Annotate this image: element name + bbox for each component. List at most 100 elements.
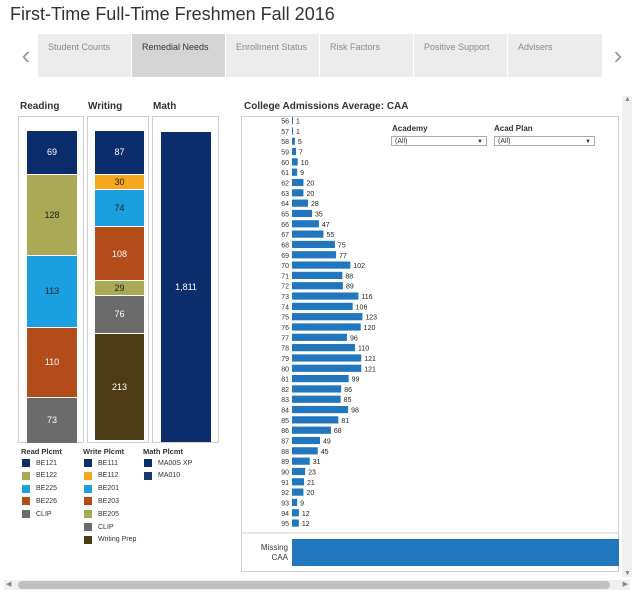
bar-value-label: 10 <box>301 160 309 167</box>
caa-bar[interactable] <box>292 416 339 424</box>
math-legend-title: Math Plcmt <box>143 447 184 456</box>
write-legend-item[interactable]: BE203 <box>84 497 119 506</box>
reading-title: Reading <box>20 101 60 112</box>
vertical-scrollbar[interactable]: ▲ ▼ <box>622 96 632 577</box>
caa-bar[interactable] <box>292 457 310 465</box>
caa-bar[interactable] <box>292 467 306 476</box>
prev-tab-button[interactable]: ‹ <box>21 40 31 70</box>
scroll-left-icon[interactable]: ◀ <box>6 581 12 588</box>
caa-bar[interactable] <box>292 509 299 517</box>
acad-plan-filter-select[interactable]: (All) ▼ <box>494 136 595 146</box>
read-legend-item[interactable]: BE225 <box>22 484 57 493</box>
tab-advisers[interactable]: Advisers <box>508 34 604 77</box>
y-tick-label: 74 <box>281 304 289 311</box>
caa-bar[interactable] <box>292 199 309 207</box>
scroll-down-icon[interactable]: ▼ <box>624 570 631 577</box>
caa-bar[interactable] <box>292 147 297 156</box>
tab-risk-factors[interactable]: Risk Factors <box>320 34 415 77</box>
legend-swatch <box>84 459 92 467</box>
legend-label: BE121 <box>36 459 58 467</box>
tab-remedial-needs[interactable]: Remedial Needs <box>132 34 227 77</box>
academy-filter-select[interactable]: (All) ▼ <box>391 136 487 146</box>
caa-bar[interactable] <box>292 436 321 445</box>
writing-segment[interactable]: 87 <box>95 131 144 174</box>
y-tick-label: 75 <box>281 315 289 322</box>
reading-segment[interactable]: 113 <box>27 256 77 327</box>
bar-value-label: 110 <box>358 346 369 353</box>
caa-bar[interactable] <box>292 292 359 300</box>
write-legend-item[interactable]: BE201 <box>84 484 119 493</box>
caa-bar[interactable] <box>292 375 349 383</box>
caa-bar[interactable] <box>292 426 331 434</box>
write-legend-item[interactable]: BE205 <box>84 510 119 519</box>
reading-segment[interactable]: 128 <box>27 174 77 256</box>
caa-bar[interactable] <box>292 117 293 125</box>
caa-bar[interactable] <box>292 271 343 279</box>
math-legend-item[interactable]: MA010 <box>144 471 180 480</box>
writing-segment[interactable]: 74 <box>95 189 144 226</box>
writing-segment[interactable]: 108 <box>95 226 144 281</box>
horizontal-scrollbar[interactable]: ◀ ▶ <box>4 580 630 590</box>
caa-bar[interactable] <box>292 240 335 249</box>
caa-bar[interactable] <box>292 323 361 331</box>
caa-bar[interactable] <box>292 333 347 341</box>
y-tick-label: 73 <box>281 294 289 301</box>
caa-bar[interactable] <box>292 137 295 145</box>
caa-bar[interactable] <box>292 209 313 218</box>
writing-segment[interactable]: 29 <box>95 281 144 295</box>
caa-bar[interactable] <box>292 251 337 259</box>
caa-bar[interactable] <box>292 261 351 269</box>
caa-bar[interactable] <box>292 354 362 362</box>
write-legend-item[interactable]: BE111 <box>84 459 118 467</box>
caa-bar[interactable] <box>292 220 319 228</box>
read-legend-item[interactable]: CLIP <box>22 510 52 519</box>
math-column-frame: 1,811 <box>152 116 219 443</box>
missing-caa-bar[interactable] <box>292 539 619 566</box>
tab-student-counts[interactable]: Student Counts <box>38 34 133 77</box>
caa-bar[interactable] <box>292 395 341 403</box>
next-tab-button[interactable]: › <box>613 40 623 70</box>
legend-swatch <box>22 459 30 467</box>
scroll-up-icon[interactable]: ▲ <box>624 96 631 103</box>
math-stack: 1,811 <box>161 132 211 443</box>
read-legend-item[interactable]: BE122 <box>22 471 57 480</box>
scroll-right-icon[interactable]: ▶ <box>622 581 628 588</box>
write-legend-item[interactable]: Writing Prep <box>84 535 136 544</box>
caa-bar[interactable] <box>292 344 355 352</box>
math-legend-item[interactable]: MA00S XP <box>144 459 192 467</box>
reading-segment[interactable]: 110 <box>27 327 77 397</box>
caa-bar[interactable] <box>292 282 343 290</box>
caa-bar[interactable] <box>292 168 298 176</box>
writing-segment[interactable]: 30 <box>95 174 144 189</box>
caa-bar[interactable] <box>292 364 362 372</box>
writing-segment[interactable]: 213 <box>95 333 144 440</box>
caa-bar[interactable] <box>292 127 293 135</box>
write-legend-item[interactable]: CLIP <box>84 523 114 531</box>
write-legend-item[interactable]: BE112 <box>84 471 119 480</box>
caa-bar[interactable] <box>292 189 304 197</box>
reading-segment[interactable]: 73 <box>27 397 77 443</box>
caa-bar[interactable] <box>292 447 318 455</box>
caa-bar[interactable] <box>292 230 324 238</box>
horizontal-scroll-thumb[interactable] <box>18 581 610 589</box>
read-legend-item[interactable]: BE121 <box>22 459 57 467</box>
caa-bar[interactable] <box>292 158 298 166</box>
caa-bar[interactable] <box>292 488 304 496</box>
legend-swatch <box>84 471 92 480</box>
caa-bar[interactable] <box>292 519 299 527</box>
caa-bar[interactable] <box>292 478 305 486</box>
math-segment[interactable]: 1,811 <box>161 132 211 442</box>
writing-segment[interactable]: 76 <box>95 295 144 333</box>
bar-value-label: 1 <box>296 129 300 136</box>
caa-bar[interactable] <box>292 178 304 187</box>
tab-positive-support[interactable]: Positive Support <box>414 34 509 77</box>
caa-bar[interactable] <box>292 498 298 507</box>
caa-bar[interactable] <box>292 405 349 414</box>
read-legend-item[interactable]: BE226 <box>22 497 57 506</box>
caa-bar[interactable] <box>292 385 342 393</box>
reading-segment[interactable]: 69 <box>27 131 77 174</box>
caa-bar[interactable] <box>292 302 353 310</box>
legend-swatch <box>144 459 152 467</box>
tab-enrollment-status[interactable]: Enrollment Status <box>226 34 321 77</box>
caa-bar[interactable] <box>292 313 363 321</box>
